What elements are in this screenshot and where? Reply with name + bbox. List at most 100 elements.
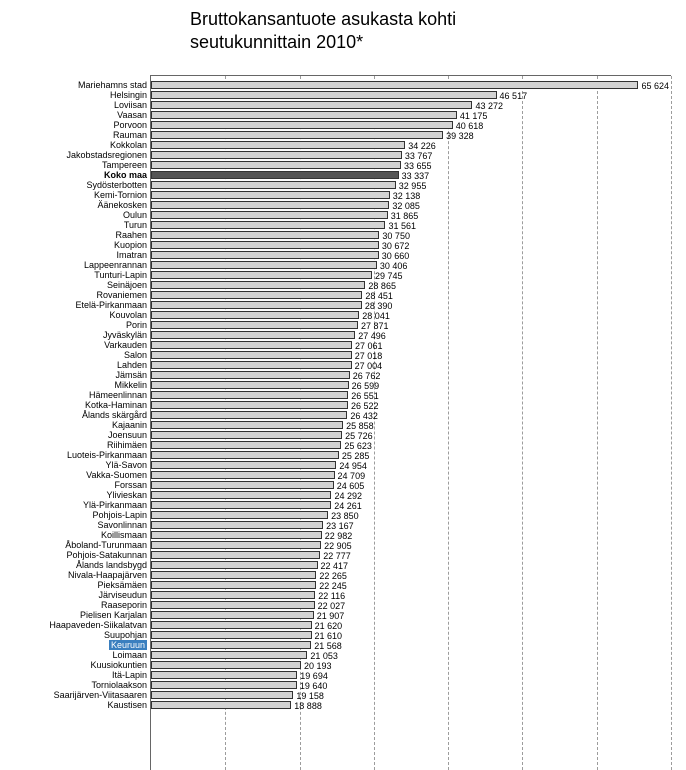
bar-row: Savonlinnan23 167 [151,520,671,530]
bar-value: 32 955 [399,182,427,190]
bar-row: Nivala-Haapajärven22 265 [151,570,671,580]
bar-value: 31 561 [388,222,416,230]
bar-value: 21 610 [315,632,343,640]
bar-row: Ylä-Pirkanmaan24 261 [151,500,671,510]
bar: 27 871 [151,321,358,329]
bar: 30 406 [151,261,377,269]
bar-row: Jämsän26 762 [151,370,671,380]
bar-value: 27 004 [355,362,383,370]
bar: 28 865 [151,281,365,289]
bar-row: Tunturi-Lapin29 745 [151,270,671,280]
bar-value: 19 158 [296,692,324,700]
bar-row: Porvoon40 618 [151,120,671,130]
bar-value: 25 285 [342,452,370,460]
bar: 18 888 [151,701,291,709]
bar-row: Koillismaan22 982 [151,530,671,540]
bar: 27 004 [151,361,352,369]
bar-value: 27 018 [355,352,383,360]
bar-row: Kouvolan28 041 [151,310,671,320]
bar-row: Ylä-Savon24 954 [151,460,671,470]
bar-value: 22 417 [321,562,349,570]
bar-row: Kuusiokuntien20 193 [151,660,671,670]
bar-row: Kotka-Haminan26 522 [151,400,671,410]
bar: 31 561 [151,221,385,229]
bar-label: Järviseudun [98,590,147,600]
bar-label: Varkauden [104,340,147,350]
bar-row: Ålands skärgård26 432 [151,410,671,420]
bar-label: Loviisan [114,100,147,110]
bar: 28 451 [151,291,362,299]
bar-label: Forssan [114,480,147,490]
bar-label: Kaustisen [107,700,147,710]
bar-label: Rauman [113,130,147,140]
bar-value: 22 245 [319,582,347,590]
bar-label: Rovaniemen [96,290,147,300]
bar-value: 23 850 [331,512,359,520]
bar-row: Porin27 871 [151,320,671,330]
bar: 27 496 [151,331,355,339]
bar-value: 30 672 [382,242,410,250]
bar-row: Riihimäen25 623 [151,440,671,450]
bar-value: 28 390 [365,302,393,310]
bar-label: Pielisen Karjalan [80,610,147,620]
bar-row: Haapaveden-Siikalatvan21 620 [151,620,671,630]
bar-row: Seinäjoen28 865 [151,280,671,290]
bar: 20 193 [151,661,301,669]
bar-value: 39 328 [446,132,474,140]
page: Bruttokansantuote asukasta kohti seutuku… [0,0,686,770]
bar-label: Itä-Lapin [112,670,147,680]
bar-label: Jämsän [115,370,147,380]
bar: 30 750 [151,231,379,239]
bar-value: 28 865 [368,282,396,290]
bar-row: Suupohjan21 610 [151,630,671,640]
bar: 21 620 [151,621,312,629]
bar-value: 40 618 [456,122,484,130]
bar-label: Kuusiokuntien [90,660,147,670]
bar: 43 272 [151,101,472,109]
bar-label: Luoteis-Pirkanmaan [67,450,147,460]
bar-value: 22 265 [319,572,347,580]
bar: 24 605 [151,481,334,489]
bar-row: Luoteis-Pirkanmaan25 285 [151,450,671,460]
bar-row: Mariehamns stad65 624 [151,80,671,90]
bar: 32 955 [151,181,396,189]
bar-row: Pohjois-Lapin23 850 [151,510,671,520]
bar-value: 26 551 [351,392,379,400]
bar-value: 43 272 [475,102,503,110]
bar-label: Ylä-Pirkanmaan [83,500,147,510]
bar: 32 138 [151,191,390,199]
bar-label: Pieksämäen [97,580,147,590]
bar: 24 261 [151,501,331,509]
bar-row: Jyväskylän27 496 [151,330,671,340]
bar-row: Kaustisen18 888 [151,700,671,710]
bar-value: 21 620 [315,622,343,630]
bar-label: Imatran [116,250,147,260]
bar: 22 777 [151,551,320,559]
bar: 29 745 [151,271,372,279]
bar-label: Ålands skärgård [82,410,147,420]
bar-row: Tampereen33 655 [151,160,671,170]
bar-row: Åboland-Turunmaan22 905 [151,540,671,550]
bar-row: Ålands landsbygd22 417 [151,560,671,570]
bar-row: Salon27 018 [151,350,671,360]
bar: 24 709 [151,471,335,479]
bar-label: Kouvolan [109,310,147,320]
bar-row: Vakka-Suomen24 709 [151,470,671,480]
bar-row: Torniolaakson19 640 [151,680,671,690]
bar: 28 041 [151,311,359,319]
bar-row: Pieksämäen22 245 [151,580,671,590]
bar: 22 982 [151,531,322,539]
bar-row: Kajaanin25 858 [151,420,671,430]
bar-row: Ylivieskan24 292 [151,490,671,500]
bar: 24 292 [151,491,331,499]
bar-value: 21 053 [310,652,338,660]
bar-label: Helsingin [110,90,147,100]
bar-label: Kajaanin [112,420,147,430]
bar-value: 26 599 [352,382,380,390]
bar-row: Itä-Lapin19 694 [151,670,671,680]
bar-row: Helsingin46 517 [151,90,671,100]
bar-row: Pielisen Karjalan21 907 [151,610,671,620]
bar-label: Suupohjan [104,630,147,640]
bar-value: 65 624 [641,82,669,90]
bar-label: Porvoon [113,120,147,130]
